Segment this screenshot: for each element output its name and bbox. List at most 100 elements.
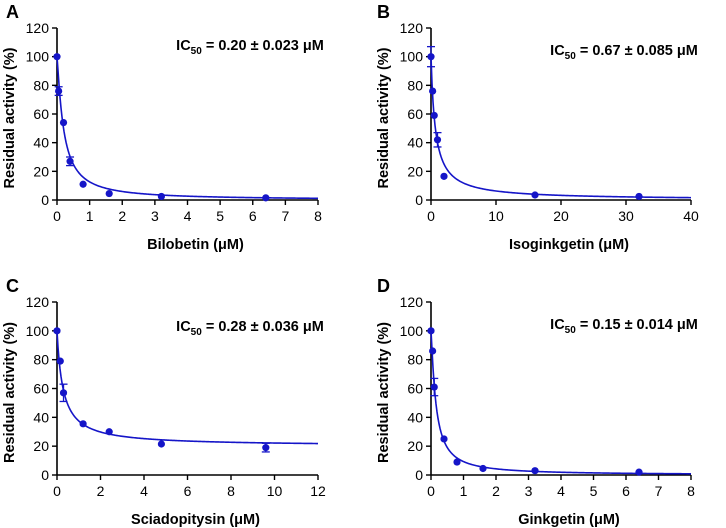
data-point	[262, 194, 270, 202]
data-point	[157, 192, 165, 201]
ic50-subscript: 50	[565, 325, 577, 336]
y-tick-label: 40	[407, 409, 423, 425]
data-point	[55, 87, 63, 95]
panel-c: C 0 20 40 60 80 100 120 0 2 4 6 8 10 12 Sciadopitysin (…	[2, 276, 326, 528]
data-point	[53, 53, 61, 61]
ic50-value: = 0.28 ± 0.036 μM	[202, 319, 324, 335]
ic50-value: = 0.67 ± 0.085 μM	[576, 43, 698, 59]
x-tick-label: 10	[267, 483, 283, 499]
y-tick-label: 40	[407, 135, 423, 151]
data-point	[79, 180, 87, 188]
y-tick-label: 40	[33, 409, 49, 425]
y-tick-label: 120	[400, 20, 424, 36]
x-tick-label: 20	[553, 208, 569, 224]
fit-curve	[430, 330, 692, 475]
data-point	[59, 119, 68, 127]
y-tick-label: 60	[33, 106, 49, 122]
ic50-prefix: IC	[176, 38, 191, 54]
data-point	[105, 189, 113, 198]
y-tick-label: 20	[33, 438, 49, 454]
x-tick-label: 0	[53, 483, 61, 499]
data-point	[427, 327, 435, 335]
data-point	[479, 464, 487, 473]
data-point	[56, 357, 64, 365]
data-point	[427, 53, 435, 61]
x-tick-label: 8	[687, 483, 695, 499]
x-axis-label: Isoginkgetin (μM)	[509, 237, 629, 253]
data-point	[531, 467, 539, 475]
x-tick-label: 2	[118, 208, 126, 224]
ic50-value: = 0.20 ± 0.023 μM	[202, 38, 324, 54]
x-tick-label: 1	[460, 483, 468, 499]
panel-label: D	[377, 276, 390, 296]
y-tick-label: 0	[415, 192, 423, 208]
x-tick-label: 4	[140, 483, 148, 499]
y-tick-label: 40	[33, 135, 49, 151]
y-tick-label: 80	[407, 77, 423, 93]
y-tick-label: 120	[400, 294, 424, 310]
data-point	[53, 327, 61, 335]
data-point	[440, 435, 448, 443]
data-point	[429, 347, 437, 355]
ic50-prefix: IC	[550, 43, 565, 59]
y-tick-label: 80	[33, 352, 49, 368]
panel-d: D 0 20 40 60 80 100 120 0 1 2 3 4 5 6 7 8 Ginkgetin (μM) R…	[376, 276, 698, 528]
x-tick-label: 0	[53, 208, 61, 224]
ic50-subscript: 50	[565, 51, 577, 62]
y-tick-label: 100	[400, 323, 424, 339]
ic50-annotation: IC50 = 0.28 ± 0.036 μM	[176, 319, 324, 338]
y-tick-label: 80	[407, 352, 423, 368]
data-point	[531, 191, 539, 199]
data-point	[66, 157, 74, 165]
y-axis-label: Residual activity (%)	[376, 322, 392, 463]
x-axis-label: Sciadopitysin (μM)	[131, 512, 260, 528]
x-tick-label: 12	[310, 483, 326, 499]
ic50-annotation: IC50 = 0.20 ± 0.023 μM	[176, 38, 324, 57]
y-tick-label: 100	[26, 323, 50, 339]
panel-label: C	[6, 276, 19, 296]
x-tick-label: 0	[427, 208, 435, 224]
x-axis-label: Ginkgetin (μM)	[518, 512, 620, 528]
fit-curve	[56, 330, 319, 445]
x-tick-label: 10	[488, 208, 504, 224]
x-tick-label: 7	[281, 208, 289, 224]
data-point	[433, 136, 442, 144]
panel-label: B	[377, 2, 390, 22]
data-point	[430, 111, 438, 120]
x-tick-label: 2	[492, 483, 500, 499]
y-tick-label: 120	[26, 294, 50, 310]
ic50-annotation: IC50 = 0.67 ± 0.085 μM	[550, 43, 698, 62]
x-tick-label: 0	[427, 483, 435, 499]
fit-curve	[430, 56, 692, 199]
data-point	[429, 87, 437, 95]
ic50-value: = 0.15 ± 0.014 μM	[576, 317, 698, 333]
data-point	[453, 458, 461, 466]
y-tick-label: 80	[33, 77, 49, 93]
data-point	[79, 420, 87, 428]
x-tick-label: 2	[97, 483, 105, 499]
y-tick-label: 60	[407, 381, 423, 397]
y-tick-label: 60	[33, 381, 49, 397]
x-tick-label: 3	[525, 483, 533, 499]
x-tick-label: 40	[683, 208, 699, 224]
y-axis-label: Residual activity (%)	[376, 47, 392, 188]
ic50-prefix: IC	[550, 317, 565, 333]
y-tick-label: 100	[400, 49, 424, 65]
x-tick-label: 1	[86, 208, 94, 224]
x-tick-label: 8	[314, 208, 322, 224]
x-tick-label: 6	[622, 483, 630, 499]
y-tick-label: 20	[407, 163, 423, 179]
data-point	[430, 383, 438, 391]
x-tick-label: 6	[184, 483, 192, 499]
ic50-subscript: 50	[191, 327, 203, 338]
data-point	[157, 440, 165, 448]
x-tick-label: 7	[655, 483, 663, 499]
data-point	[440, 172, 448, 180]
data-point	[105, 428, 113, 436]
y-tick-label: 20	[33, 163, 49, 179]
x-tick-label: 3	[151, 208, 159, 224]
data-point	[635, 468, 643, 476]
y-axis-label: Residual activity (%)	[2, 47, 18, 188]
data-point	[262, 444, 270, 452]
